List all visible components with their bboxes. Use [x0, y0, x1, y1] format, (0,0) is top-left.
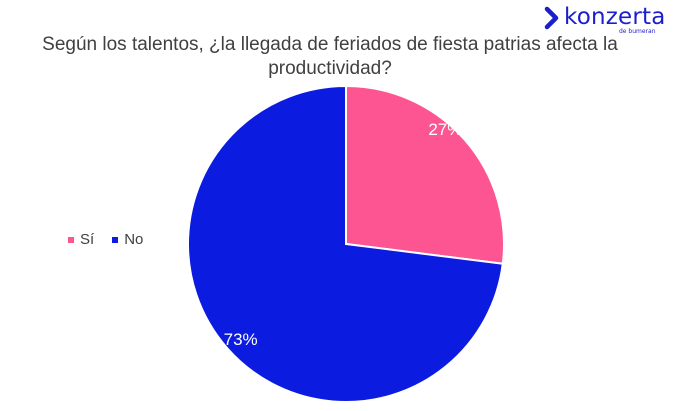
- legend-item-si: Sí: [68, 231, 94, 248]
- legend-swatch-no: [112, 236, 119, 243]
- chart-title: Según los talentos, ¿la llegada de feria…: [42, 34, 618, 79]
- legend-label-no: No: [124, 231, 144, 248]
- data-label-si: 27%: [428, 120, 462, 139]
- brand-name: konzerta: [564, 4, 666, 30]
- legend-label-si: Sí: [80, 231, 95, 248]
- legend-swatch-si: [68, 236, 74, 243]
- legend-item-no: No: [112, 231, 143, 248]
- brand-tagline: de bumeran: [619, 28, 656, 35]
- pie-slice-si: [345, 84, 505, 265]
- brand-logo: konzerta de bumeran: [544, 4, 680, 38]
- pie-slice-no: [187, 84, 504, 403]
- chevron-logo-icon: [544, 6, 559, 30]
- chart-legend: Sí No: [68, 231, 143, 248]
- data-label-no: 73%: [224, 330, 258, 349]
